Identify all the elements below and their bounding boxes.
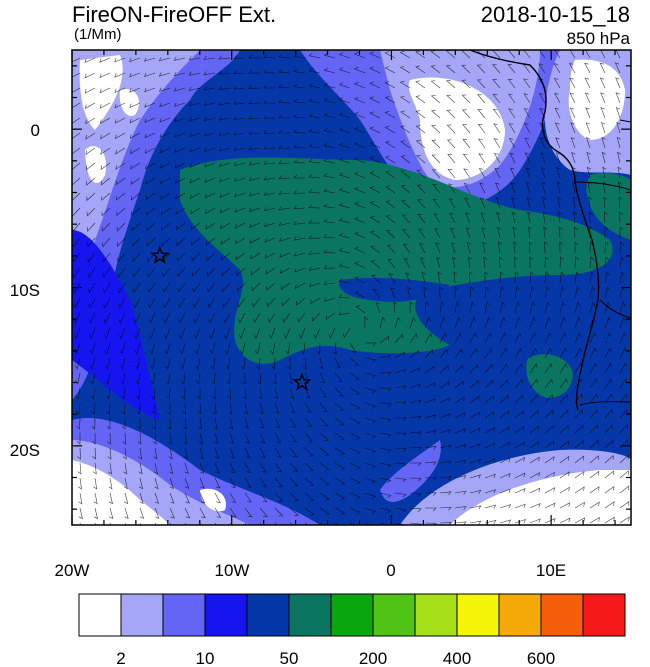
lon-label-10e: 10E xyxy=(536,561,566,580)
colorbar-swatch xyxy=(414,593,458,637)
colorbar-swatch xyxy=(162,593,206,637)
colorbar-swatch xyxy=(540,593,584,637)
smoke-plume-region xyxy=(180,157,613,364)
lat-label-0: 0 xyxy=(31,121,40,140)
lon-label-0: 0 xyxy=(386,561,395,580)
colorbar-label-10: 10 xyxy=(196,649,215,667)
colorbar-label-200: 200 xyxy=(359,649,387,667)
colorbar xyxy=(78,593,626,637)
lon-label-10w: 10W xyxy=(215,561,250,580)
datetime-label: 2018-10-15_18 xyxy=(480,2,630,27)
colorbar-swatch xyxy=(582,593,626,637)
colorbar-swatch xyxy=(246,593,290,637)
colorbar-swatch xyxy=(498,593,542,637)
lat-label-10s: 10S xyxy=(10,281,40,300)
colorbar-swatch xyxy=(78,593,122,637)
colorbar-swatch xyxy=(330,593,374,637)
colorbar-label-600: 600 xyxy=(527,649,555,667)
lon-label-20w: 20W xyxy=(55,561,90,580)
colorbar-labels: 2 10 50 200 400 600 xyxy=(116,649,555,667)
longitude-labels: 20W 10W 0 10E xyxy=(55,561,567,580)
axis-ticks xyxy=(71,50,631,525)
marker-layer xyxy=(150,245,312,391)
colorbar-swatch xyxy=(372,593,416,637)
colorbar-label-2: 2 xyxy=(116,649,125,667)
latitude-labels: 0 10S 20S xyxy=(10,121,40,460)
colorbar-swatch xyxy=(204,593,248,637)
star-marker-1 xyxy=(150,245,170,265)
units-label: (1/Mm) xyxy=(74,26,122,43)
colorbar-swatch xyxy=(120,593,164,637)
star-marker-2 xyxy=(292,372,312,391)
pressure-level-label: 850 hPa xyxy=(566,29,630,48)
wind-barbs xyxy=(72,50,630,525)
colorbar-swatch xyxy=(456,593,500,637)
colorbar-label-400: 400 xyxy=(443,649,471,667)
map-title: FireON-FireOFF Ext. xyxy=(72,2,277,27)
colorbar-label-50: 50 xyxy=(280,649,299,667)
lat-label-20s: 20S xyxy=(10,441,40,460)
colorbar-swatch xyxy=(288,593,332,637)
